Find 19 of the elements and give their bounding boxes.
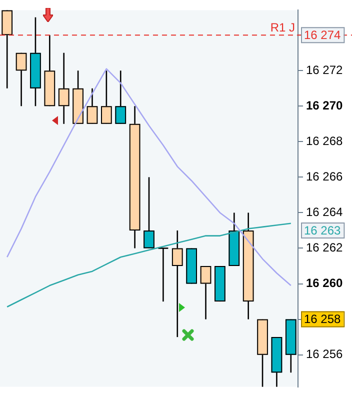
- y-tick-label: 16 268: [306, 134, 344, 148]
- candlestick: [144, 176, 154, 249]
- ref-line-label: R1 J: [270, 20, 295, 34]
- candlestick: [16, 52, 27, 107]
- y-tick-label: 16 270: [306, 98, 344, 112]
- annotation: 16 258: [304, 312, 342, 326]
- candlestick: [115, 70, 126, 125]
- y-tick-label: 16 272: [306, 62, 344, 77]
- annotation: 16 263: [304, 223, 342, 238]
- y-tick-label: 16 264: [306, 205, 344, 220]
- y-tick-label: 16 266: [306, 169, 344, 184]
- candlestick: [158, 248, 169, 302]
- candlestick: [200, 265, 212, 320]
- annotation: 16 274: [304, 28, 342, 42]
- y-tick-label: 16 256: [306, 347, 344, 362]
- y-tick-label: 16 260: [306, 276, 344, 290]
- y-tick-label: 16 262: [306, 240, 344, 255]
- candlestick: [86, 88, 98, 125]
- candlestick: [101, 70, 112, 125]
